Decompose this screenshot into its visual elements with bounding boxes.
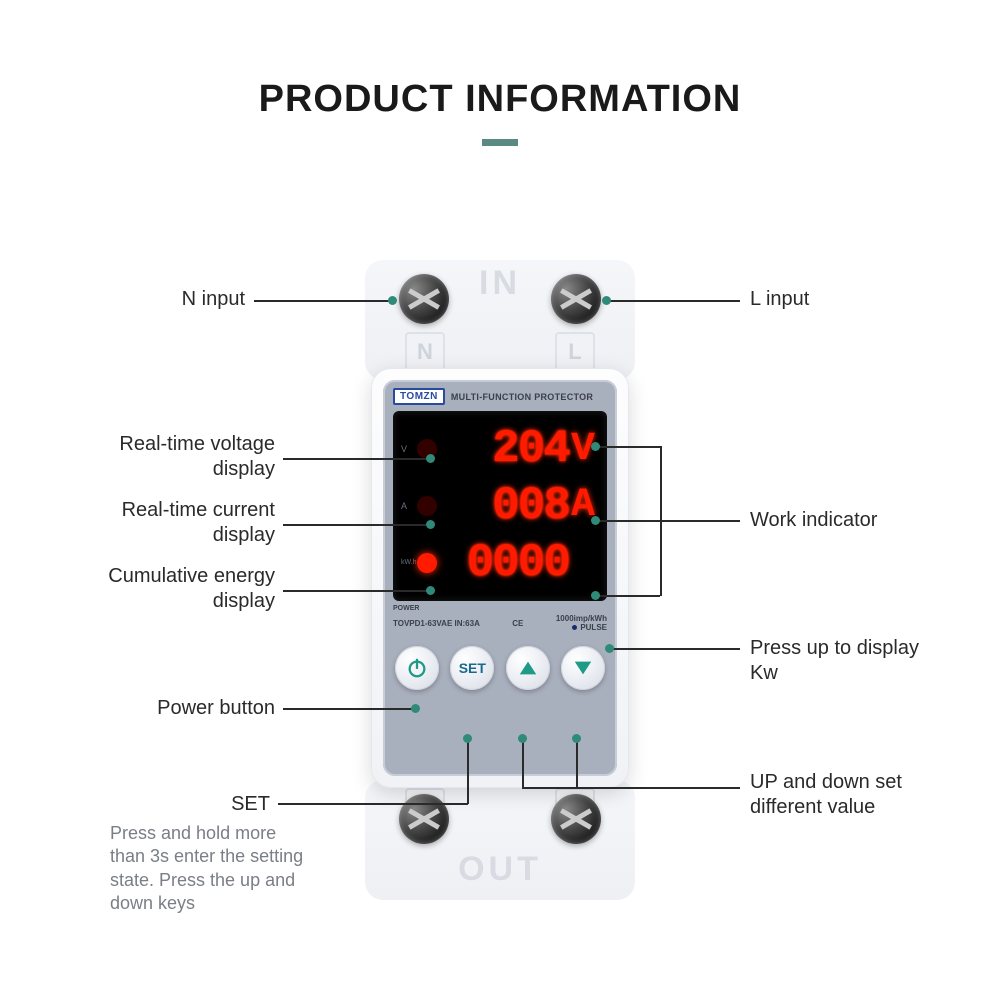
power-icon xyxy=(406,657,428,679)
down-button[interactable] xyxy=(561,646,605,690)
set-button[interactable]: SET xyxy=(450,646,494,690)
set-button-label: SET xyxy=(459,660,486,676)
leader-dot xyxy=(591,591,600,600)
terminal-mark-l-top: L xyxy=(555,332,595,372)
leader-dot xyxy=(426,586,435,595)
voltage-sidelabel: V xyxy=(401,444,417,454)
callout-l-input: L input xyxy=(750,287,809,312)
leader-set-v xyxy=(467,740,469,804)
leader-dot xyxy=(426,454,435,463)
triangle-up-icon xyxy=(517,657,539,679)
screw-l-output xyxy=(551,794,601,844)
leader-dot xyxy=(426,520,435,529)
energy-sidelabel: kW.h xyxy=(401,559,417,566)
out-label: OUT xyxy=(458,850,542,889)
leader-dot xyxy=(605,644,614,653)
leader-set-h xyxy=(278,803,468,805)
imp-label: 1000imp/kWh xyxy=(556,614,607,623)
leader-dot xyxy=(572,734,581,743)
brand-badge: TOMZN xyxy=(393,388,445,405)
lcd-display: V 204 V A 008 A kW.h 0000 xyxy=(393,411,607,601)
energy-indicator xyxy=(417,553,437,573)
voltage-value: 204 xyxy=(441,426,569,472)
leader-current xyxy=(283,524,428,526)
terminal-mark-n-top: N xyxy=(405,332,445,372)
leader-dot xyxy=(388,296,397,305)
current-sidelabel: A xyxy=(401,501,417,511)
pulse-label: PULSE xyxy=(580,623,607,632)
callout-press-up: Press up to display Kw xyxy=(750,636,950,686)
leader-dot xyxy=(518,734,527,743)
energy-row: kW.h 0000 xyxy=(401,536,599,590)
leader-n-input xyxy=(254,300,390,302)
callout-updown: UP and down set different value xyxy=(750,770,960,820)
leader-work-out xyxy=(660,520,740,522)
leader-dot xyxy=(591,516,600,525)
up-button[interactable] xyxy=(506,646,550,690)
diagram-stage: IN N L N L OUT TOMZN MULTI-FUNCTION PROT… xyxy=(0,0,1000,982)
panel-subtitle: MULTI-FUNCTION PROTECTOR xyxy=(451,392,593,402)
screw-n-input xyxy=(399,274,449,324)
model-label: TOVPD1-63VAE IN:63A xyxy=(393,619,480,628)
terminal-block-top: IN N L xyxy=(365,260,635,380)
button-row: SET xyxy=(393,646,607,690)
screw-n-output xyxy=(399,794,449,844)
ce-mark: CE xyxy=(512,619,523,628)
leader-l-input xyxy=(610,300,740,302)
callout-set-note: Press and hold more than 3s enter the se… xyxy=(110,822,310,916)
leader-power xyxy=(283,708,413,710)
callout-energy: Cumulative energy display xyxy=(55,564,275,614)
leader-dot xyxy=(591,442,600,451)
callout-power-btn: Power button xyxy=(55,696,275,721)
leader-work-top xyxy=(598,446,660,448)
leader-dot xyxy=(602,296,611,305)
leader-dot xyxy=(411,704,420,713)
leader-voltage xyxy=(283,458,428,460)
energy-value: 0000 xyxy=(441,540,569,586)
callout-n-input: N input xyxy=(55,287,245,312)
power-label: POWER xyxy=(393,605,419,612)
power-button[interactable] xyxy=(395,646,439,690)
current-indicator xyxy=(417,496,437,516)
leader-updown-h xyxy=(522,787,740,789)
leader-down-v xyxy=(576,738,578,788)
leader-work-bot xyxy=(598,595,660,597)
leader-energy xyxy=(283,590,428,592)
leader-work-mid xyxy=(598,520,660,522)
triangle-down-icon xyxy=(572,657,594,679)
callout-work-indicator: Work indicator xyxy=(750,508,877,533)
in-label: IN xyxy=(479,264,521,303)
callout-current: Real-time current display xyxy=(55,498,275,548)
terminal-block-bottom: N L OUT xyxy=(365,780,635,900)
leader-up-v xyxy=(522,738,524,788)
callout-voltage: Real-time voltage display xyxy=(55,432,275,482)
device-face: TOMZN MULTI-FUNCTION PROTECTOR V 204 V A… xyxy=(371,368,629,788)
screw-l-input xyxy=(551,274,601,324)
leader-dot xyxy=(463,734,472,743)
callout-set-title: SET xyxy=(200,792,270,817)
front-panel: TOMZN MULTI-FUNCTION PROTECTOR V 204 V A… xyxy=(383,380,617,776)
leader-pressup xyxy=(612,648,740,650)
current-value: 008 xyxy=(441,483,569,529)
voltage-row: V 204 V xyxy=(401,422,599,476)
